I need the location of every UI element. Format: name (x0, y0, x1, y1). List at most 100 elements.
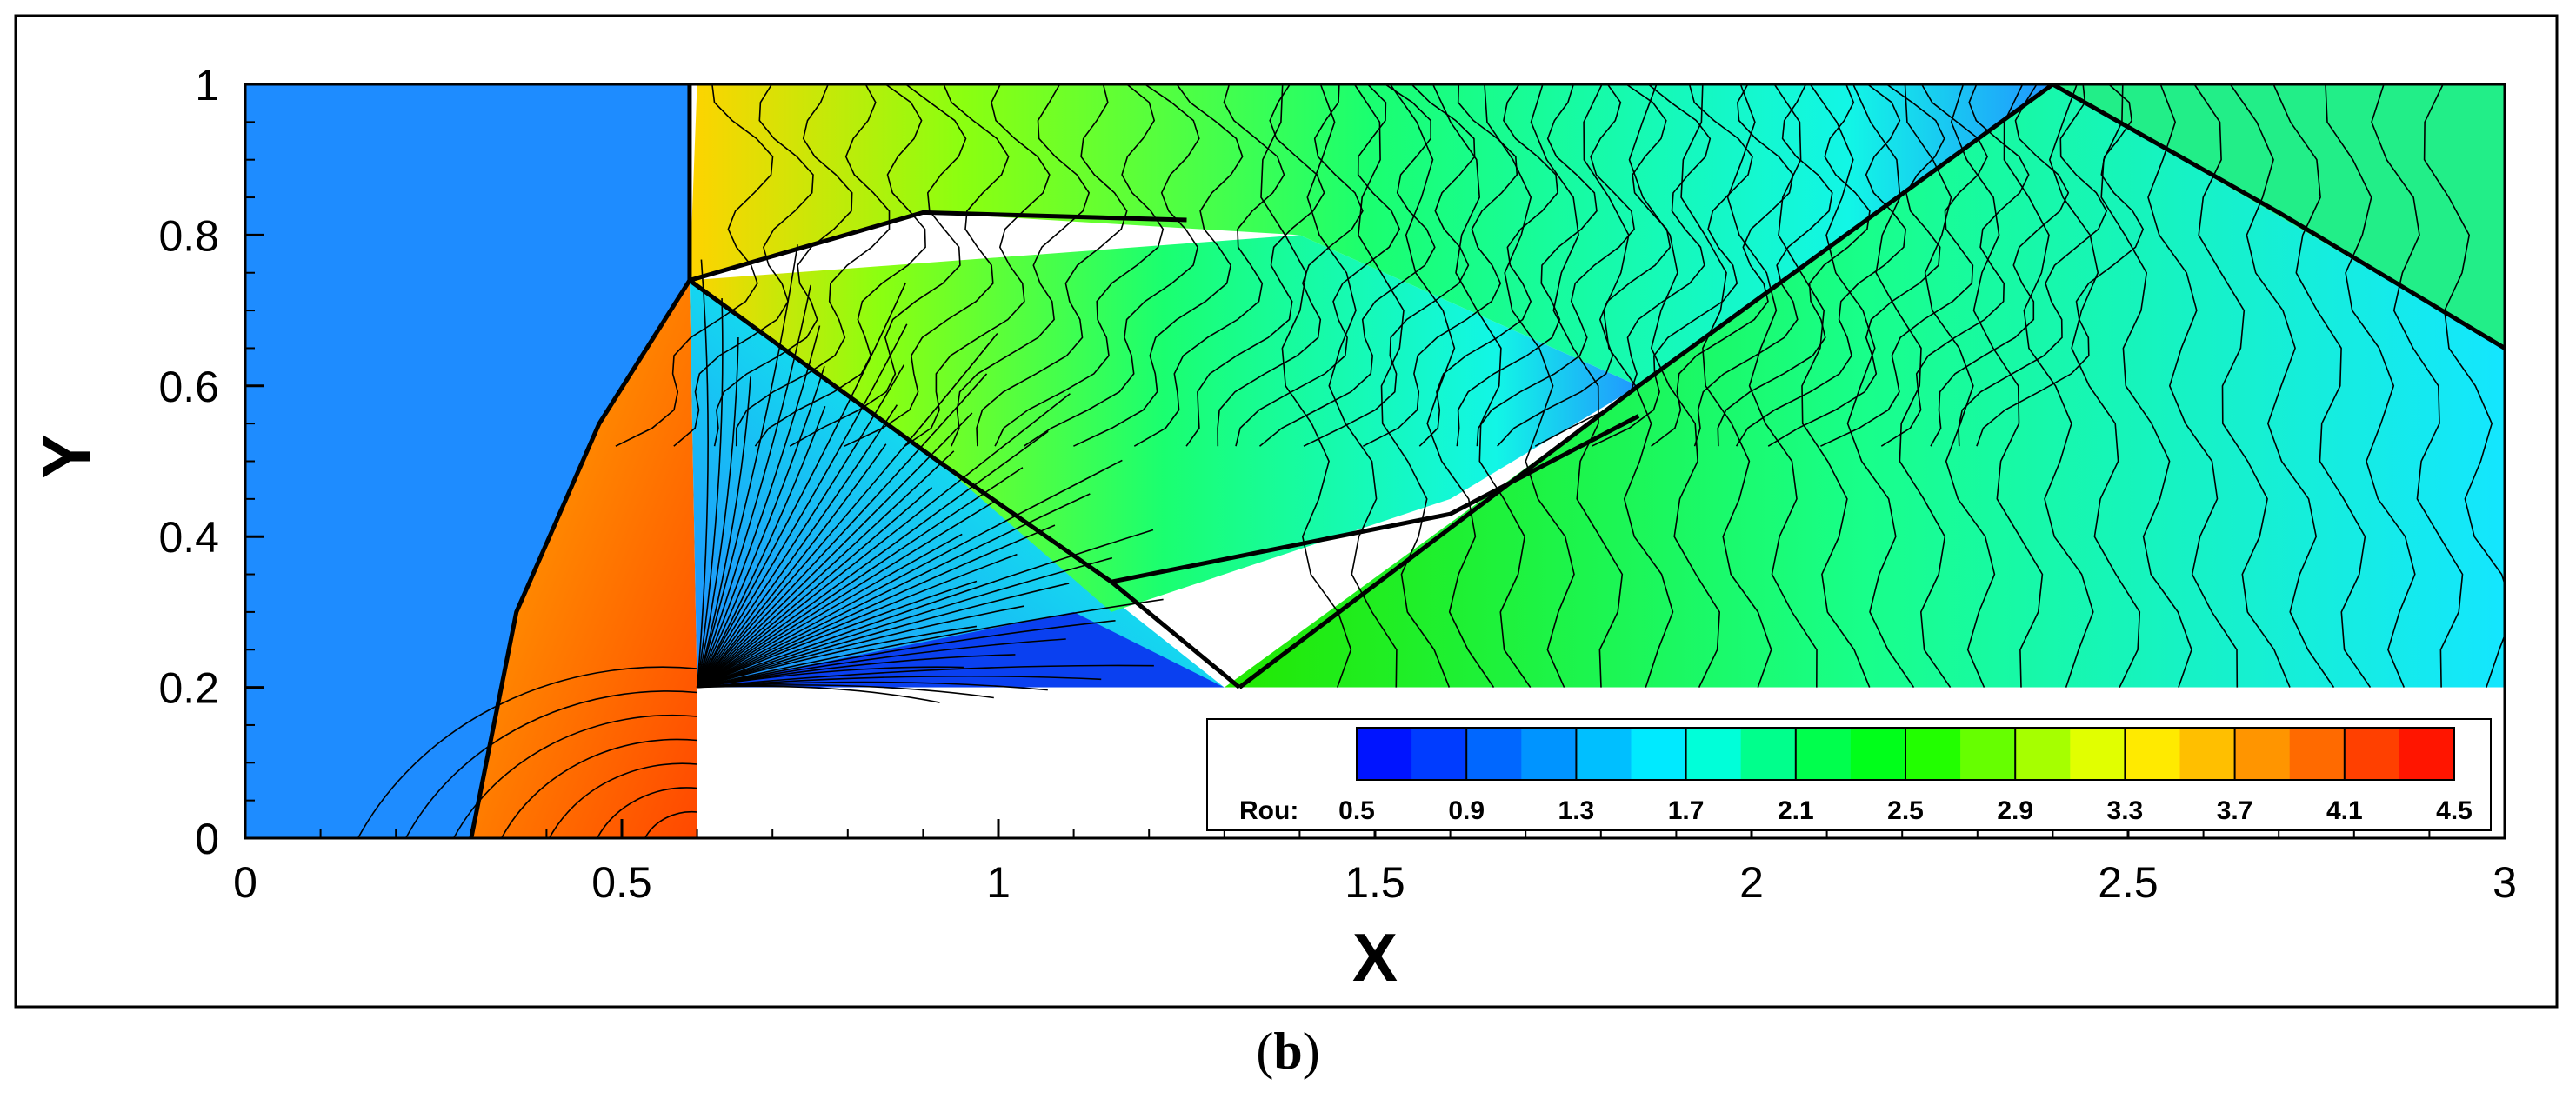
contour-line (1023, 84, 1200, 447)
contour-line (697, 373, 988, 689)
contour-line (1431, 84, 1532, 689)
contour-line (2003, 84, 2094, 688)
contour-line (1726, 84, 1818, 688)
colorbar-tick-label: 3.3 (2107, 796, 2144, 825)
colorbar-cell (1411, 728, 1467, 780)
contour-line (1930, 84, 2070, 447)
contour-line (696, 443, 887, 689)
colorbar-cell (1740, 728, 1797, 780)
colorbar-title: Rou: (1239, 796, 1298, 825)
contour-line (696, 364, 905, 689)
y-tick-label: 0 (195, 815, 219, 863)
contour-line (1530, 84, 1624, 688)
x-axis-title: X (1352, 919, 1398, 995)
x-tick-label: 1 (986, 858, 1011, 907)
contour-line (696, 376, 751, 688)
x-tick-label: 0 (233, 858, 257, 907)
contour-line (500, 738, 697, 838)
contour-line (697, 529, 1154, 689)
contour-line (1950, 84, 2044, 688)
contour-line (615, 84, 774, 447)
contour-line (2371, 84, 2464, 688)
contour-line (1497, 84, 1672, 447)
contour-line (697, 430, 1049, 689)
x-tick-label: 1.5 (1345, 858, 1405, 907)
colorbar-cell (1521, 728, 1577, 780)
density-region (1224, 84, 2505, 688)
contour-line (697, 553, 1018, 689)
contour-line (1717, 84, 1871, 447)
contour-line (1958, 84, 2108, 447)
contour-line (1534, 84, 1712, 447)
colorbar-cell (2234, 728, 2291, 780)
contour-line (697, 598, 1164, 689)
colorbar-cell (1795, 728, 1852, 780)
contour-line (1773, 84, 1871, 688)
contour-line (1303, 84, 1476, 447)
contour-line (1693, 84, 1833, 447)
contour-line (697, 580, 978, 689)
contour-line (697, 681, 1048, 691)
contour-line (1628, 84, 1721, 688)
contour-line (697, 493, 1091, 689)
contour-line (697, 412, 973, 689)
contour-line (713, 84, 853, 447)
contour-line (548, 762, 697, 838)
contour-line (696, 282, 907, 688)
colorbar-cell (1466, 728, 1522, 780)
y-tick-label: 1 (195, 61, 219, 110)
contour-line (1735, 84, 1907, 447)
contour-line (754, 84, 926, 447)
contour-line (697, 487, 933, 689)
contour-line (696, 405, 826, 688)
contour-line (1185, 84, 1325, 447)
contour-line (1484, 84, 1575, 688)
colorbar-cell (2289, 728, 2346, 780)
contour-line (697, 625, 978, 689)
caption-letter: b (1273, 1022, 1303, 1080)
colorbar-cell (1685, 728, 1742, 780)
y-axis-title: Y (28, 434, 104, 479)
shock-line (688, 278, 1241, 689)
contour-line (696, 298, 724, 688)
contour-line (697, 620, 1116, 689)
y-tick-label: 0.2 (158, 664, 219, 713)
colorbar-tick-label: 2.5 (1887, 796, 1924, 825)
colorbar-tick-label: 3.7 (2217, 796, 2253, 825)
contour-line (596, 787, 697, 838)
shock-lines (469, 84, 2505, 838)
colorbar-cell (1850, 728, 1906, 780)
contour-line (697, 393, 1071, 689)
contour-line (735, 84, 891, 447)
contour-line (697, 501, 995, 689)
contour-line (1389, 84, 1495, 689)
colorbar-tick-label: 0.5 (1338, 796, 1375, 825)
colorbar-cell (2070, 728, 2126, 780)
contour-line (696, 284, 811, 688)
shock-line (689, 210, 1187, 283)
colorbar-cell (2015, 728, 2071, 780)
contour-line (1767, 84, 1945, 447)
colorbar-tick-label: 1.3 (1558, 796, 1595, 825)
contour-line (1073, 84, 1244, 447)
contour-line (1456, 84, 1598, 447)
contour-line (1591, 84, 1753, 447)
contour-line (1217, 84, 1364, 447)
contour-line (404, 690, 697, 838)
x-tick-label: 3 (2493, 858, 2517, 907)
colorbar-legend: Rou: 0.5 0.9 1.3 1.7 2.1 2.5 2.9 3.3 3.7 4.1 4.5 (1206, 718, 2492, 831)
x-tick-label: 2 (1739, 858, 1764, 907)
contour-line (1353, 84, 1451, 688)
figure-caption: (b) (1256, 1022, 1320, 1080)
contour-line (2048, 84, 2141, 688)
colorbar-labels: 0.5 0.9 1.3 1.7 2.1 2.5 2.9 3.3 3.7 4.1 4.5 (1338, 728, 2473, 825)
contour-line (696, 323, 908, 689)
shock-line (469, 279, 692, 838)
contour-line (1235, 84, 1401, 447)
contour-line (697, 583, 1070, 689)
x-tick-label: 2.5 (2098, 858, 2159, 907)
contour-line (1133, 84, 1285, 447)
shock-line (1238, 84, 2054, 689)
contour-line (1363, 84, 1518, 447)
